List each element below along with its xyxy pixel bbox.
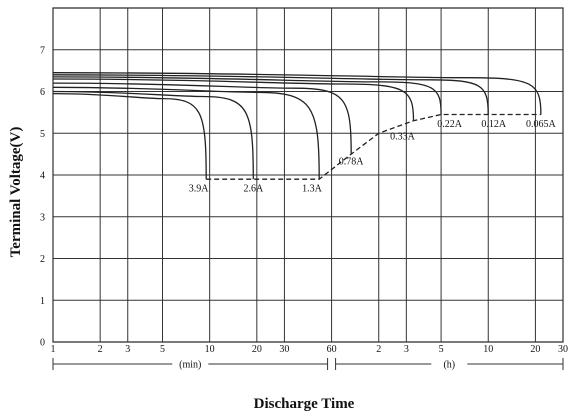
series-label: 0.22A	[437, 119, 463, 130]
series-0.22A-line	[52, 76, 442, 115]
y-tick-label: 3	[40, 212, 45, 223]
series-3.9A-line	[52, 92, 207, 180]
series-label: 0.33A	[390, 132, 416, 143]
x-axis-title: Discharge Time	[254, 396, 355, 412]
y-tick-label: 7	[40, 45, 45, 56]
series-0.78A-line	[52, 82, 352, 155]
grid	[52, 7, 564, 343]
y-tick-label: 2	[40, 254, 45, 265]
y-tick-label: 5	[40, 129, 45, 140]
series-0.12A-line	[52, 74, 489, 115]
series-2.6A-line	[52, 90, 254, 180]
series-1.3A-line	[52, 86, 320, 180]
x-tick-label: 5	[439, 344, 444, 355]
x-tick-label: 2	[98, 344, 103, 355]
min-range-label: (min)	[179, 360, 201, 371]
x-tick-label: 1	[51, 344, 56, 355]
y-axis-title: Terminal Voltage(V)	[8, 127, 24, 258]
series-label: 1.3A	[302, 184, 323, 195]
x-tick-label: 30	[558, 344, 568, 355]
series-0.065A-line	[52, 72, 542, 115]
labels: 3.9A 2.6A 1.3A 0.78A 0.33A 0.22A 0.12A 0.065A	[189, 119, 557, 195]
x-tick-label: 10	[205, 344, 215, 355]
series-label: 0.78A	[339, 157, 365, 168]
curves	[52, 72, 542, 180]
series-label: 2.6A	[243, 184, 264, 195]
x-tick-label: 5	[160, 344, 165, 355]
series-label: 0.12A	[481, 119, 507, 130]
x-tick-label: 60	[327, 344, 337, 355]
series-0.33A-line	[52, 78, 415, 121]
x-tick-label: 2	[376, 344, 381, 355]
y-tick-label: 0	[40, 338, 45, 349]
series-label: 3.9A	[189, 184, 210, 195]
x-tick-label: 20	[530, 344, 540, 355]
x-tick-label: 10	[483, 344, 493, 355]
x-tick-label: 3	[125, 344, 130, 355]
x-tick-label: 30	[279, 344, 289, 355]
y-tick-label: 4	[40, 171, 45, 182]
series-label: 0.065A	[526, 119, 557, 130]
y-tick-label: 1	[40, 296, 45, 307]
x-unit-markers: (min) (h)	[52, 358, 564, 371]
x-tick-label: 3	[404, 344, 409, 355]
cutoff-voltage-line	[206, 113, 541, 180]
y-tick-label: 6	[40, 87, 45, 98]
x-tick-label: 20	[252, 344, 262, 355]
hour-range-label: (h)	[443, 360, 455, 371]
